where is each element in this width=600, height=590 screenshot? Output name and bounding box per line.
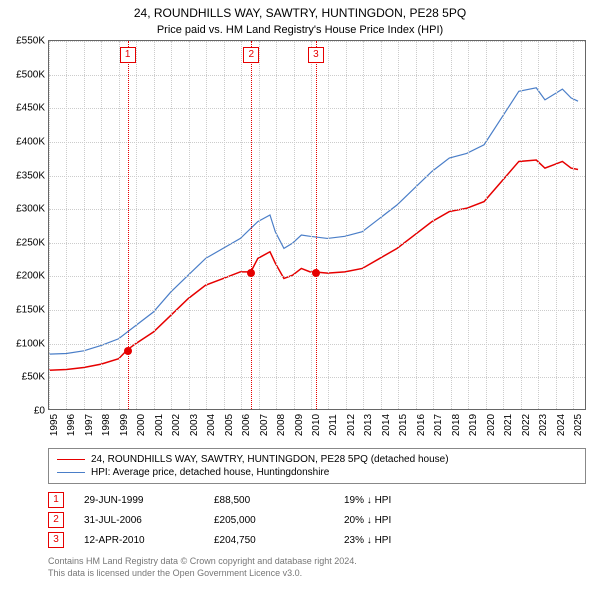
x-axis-label: 2011 xyxy=(328,414,339,436)
x-axis-label: 2009 xyxy=(294,414,305,436)
y-axis-label: £200K xyxy=(16,271,45,282)
x-axis-label: 2010 xyxy=(311,414,322,436)
y-axis-label: £0 xyxy=(34,406,45,417)
x-axis-label: 2023 xyxy=(538,414,549,436)
y-axis-label: £400K xyxy=(16,136,45,147)
x-axis-label: 2000 xyxy=(136,414,147,436)
x-axis-label: 2005 xyxy=(224,414,235,436)
legend-item-property: 24, ROUNDHILLS WAY, SAWTRY, HUNTINGDON, … xyxy=(57,453,577,466)
x-axis-label: 2017 xyxy=(433,414,444,436)
event-delta: 20% ↓ HPI xyxy=(344,515,474,526)
event-dot xyxy=(247,269,255,277)
x-axis-label: 2012 xyxy=(346,414,357,436)
y-axis-label: £500K xyxy=(16,69,45,80)
event-marker-badge: 1 xyxy=(120,47,136,63)
y-axis-label: £350K xyxy=(16,170,45,181)
event-badge: 2 xyxy=(48,512,64,528)
y-axis-label: £150K xyxy=(16,305,45,316)
chart-container: 24, ROUNDHILLS WAY, SAWTRY, HUNTINGDON, … xyxy=(0,0,600,590)
event-date: 12-APR-2010 xyxy=(84,535,214,546)
legend-label: 24, ROUNDHILLS WAY, SAWTRY, HUNTINGDON, … xyxy=(91,454,449,465)
x-axis-label: 2022 xyxy=(521,414,532,436)
legend-item-hpi: HPI: Average price, detached house, Hunt… xyxy=(57,466,577,479)
event-date: 31-JUL-2006 xyxy=(84,515,214,526)
y-axis-label: £250K xyxy=(16,237,45,248)
x-axis-label: 2019 xyxy=(468,414,479,436)
x-axis-label: 2021 xyxy=(503,414,514,436)
legend-swatch xyxy=(57,459,85,460)
x-axis-label: 2018 xyxy=(451,414,462,436)
footnote: Contains HM Land Registry data © Crown c… xyxy=(48,556,586,579)
x-axis-label: 2002 xyxy=(171,414,182,436)
legend-label: HPI: Average price, detached house, Hunt… xyxy=(91,467,329,478)
x-axis-label: 2024 xyxy=(556,414,567,436)
y-axis-label: £550K xyxy=(16,36,45,47)
legend-swatch xyxy=(57,472,85,473)
event-price: £205,000 xyxy=(214,515,344,526)
x-axis-label: 1999 xyxy=(119,414,130,436)
x-axis-label: 2016 xyxy=(416,414,427,436)
x-axis-label: 2014 xyxy=(381,414,392,436)
x-axis-label: 1998 xyxy=(101,414,112,436)
event-badge: 1 xyxy=(48,492,64,508)
x-axis-label: 2020 xyxy=(486,414,497,436)
x-axis-label: 2015 xyxy=(398,414,409,436)
event-row: 2 31-JUL-2006£205,00020% ↓ HPI xyxy=(48,510,586,530)
event-price: £204,750 xyxy=(214,535,344,546)
event-price: £88,500 xyxy=(214,495,344,506)
plot-area: £0£50K£100K£150K£200K£250K£300K£350K£400… xyxy=(48,40,586,410)
event-dot xyxy=(124,347,132,355)
event-dot xyxy=(312,269,320,277)
y-axis-label: £100K xyxy=(16,338,45,349)
chart-title: 24, ROUNDHILLS WAY, SAWTRY, HUNTINGDON, … xyxy=(0,0,600,20)
x-axis-label: 2003 xyxy=(189,414,200,436)
x-axis-label: 2007 xyxy=(259,414,270,436)
footnote-line: This data is licensed under the Open Gov… xyxy=(48,568,586,580)
x-axis-label: 2004 xyxy=(206,414,217,436)
x-axis-label: 2013 xyxy=(363,414,374,436)
y-axis-label: £50K xyxy=(22,372,45,383)
x-axis-label: 2001 xyxy=(154,414,165,436)
x-axis-label: 2006 xyxy=(241,414,252,436)
events-table: 1 29-JUN-1999£88,50019% ↓ HPI 2 31-JUL-2006… xyxy=(48,490,586,550)
x-axis-label: 1997 xyxy=(84,414,95,436)
x-axis-label: 2008 xyxy=(276,414,287,436)
x-axis-label: 1995 xyxy=(49,414,60,436)
event-row: 1 29-JUN-1999£88,50019% ↓ HPI xyxy=(48,490,586,510)
footnote-line: Contains HM Land Registry data © Crown c… xyxy=(48,556,586,568)
chart-subtitle: Price paid vs. HM Land Registry's House … xyxy=(0,20,600,40)
x-axis-label: 2025 xyxy=(573,414,584,436)
y-axis-label: £450K xyxy=(16,103,45,114)
event-marker-badge: 2 xyxy=(243,47,259,63)
event-badge: 3 xyxy=(48,532,64,548)
legend: 24, ROUNDHILLS WAY, SAWTRY, HUNTINGDON, … xyxy=(48,448,586,484)
event-row: 3 12-APR-2010£204,75023% ↓ HPI xyxy=(48,530,586,550)
y-axis-label: £300K xyxy=(16,204,45,215)
event-marker-badge: 3 xyxy=(308,47,324,63)
x-axis-label: 1996 xyxy=(66,414,77,436)
event-delta: 23% ↓ HPI xyxy=(344,535,474,546)
event-delta: 19% ↓ HPI xyxy=(344,495,474,506)
event-date: 29-JUN-1999 xyxy=(84,495,214,506)
